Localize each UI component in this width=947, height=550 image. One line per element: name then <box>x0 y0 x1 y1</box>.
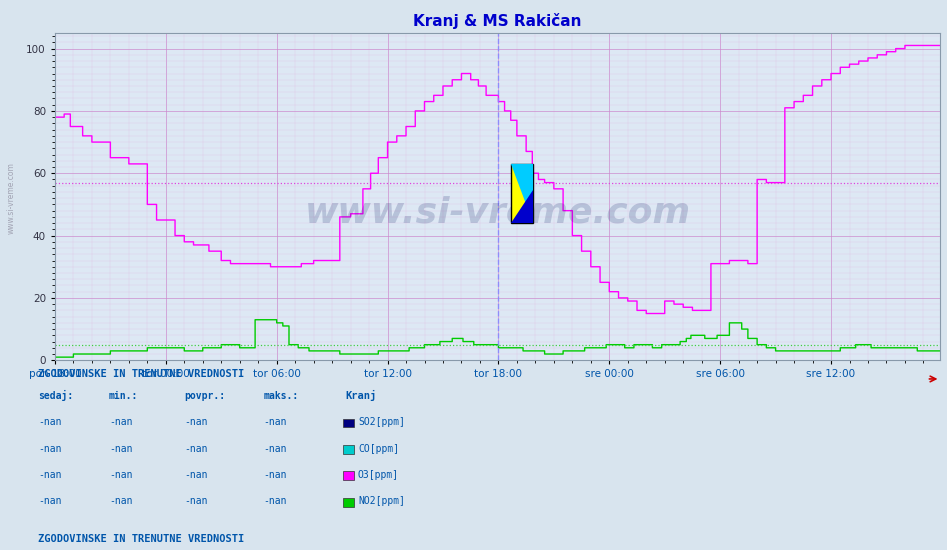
Text: -nan: -nan <box>185 443 208 454</box>
Text: -nan: -nan <box>109 417 133 427</box>
Text: CO[ppm]: CO[ppm] <box>358 443 399 454</box>
Text: povpr.:: povpr.: <box>185 390 225 401</box>
Polygon shape <box>511 190 533 223</box>
Text: -nan: -nan <box>109 443 133 454</box>
Text: www.si-vreme.com: www.si-vreme.com <box>7 162 16 234</box>
Text: -nan: -nan <box>38 443 62 454</box>
Text: -nan: -nan <box>263 496 287 507</box>
Text: -nan: -nan <box>185 496 208 507</box>
Text: -nan: -nan <box>185 470 208 480</box>
FancyBboxPatch shape <box>511 164 533 223</box>
Text: -nan: -nan <box>263 443 287 454</box>
Text: ZGODOVINSKE IN TRENUTNE VREDNOSTI: ZGODOVINSKE IN TRENUTNE VREDNOSTI <box>38 534 244 544</box>
Text: NO2[ppm]: NO2[ppm] <box>358 496 405 507</box>
Text: ZGODOVINSKE IN TRENUTNE VREDNOSTI: ZGODOVINSKE IN TRENUTNE VREDNOSTI <box>38 368 244 379</box>
Text: O3[ppm]: O3[ppm] <box>358 470 399 480</box>
Text: -nan: -nan <box>38 417 62 427</box>
Polygon shape <box>511 164 533 223</box>
Text: Kranj: Kranj <box>346 390 377 401</box>
Text: maks.:: maks.: <box>263 390 298 401</box>
Text: sedaj:: sedaj: <box>38 390 73 401</box>
Text: -nan: -nan <box>38 470 62 480</box>
Text: -nan: -nan <box>109 496 133 507</box>
Text: -nan: -nan <box>109 470 133 480</box>
Title: Kranj & MS Rakičan: Kranj & MS Rakičan <box>414 13 581 29</box>
Text: www.si-vreme.com: www.si-vreme.com <box>305 196 690 230</box>
Text: -nan: -nan <box>263 470 287 480</box>
Text: -nan: -nan <box>263 417 287 427</box>
Text: SO2[ppm]: SO2[ppm] <box>358 417 405 427</box>
Text: -nan: -nan <box>185 417 208 427</box>
Text: -nan: -nan <box>38 496 62 507</box>
Text: min.:: min.: <box>109 390 138 401</box>
